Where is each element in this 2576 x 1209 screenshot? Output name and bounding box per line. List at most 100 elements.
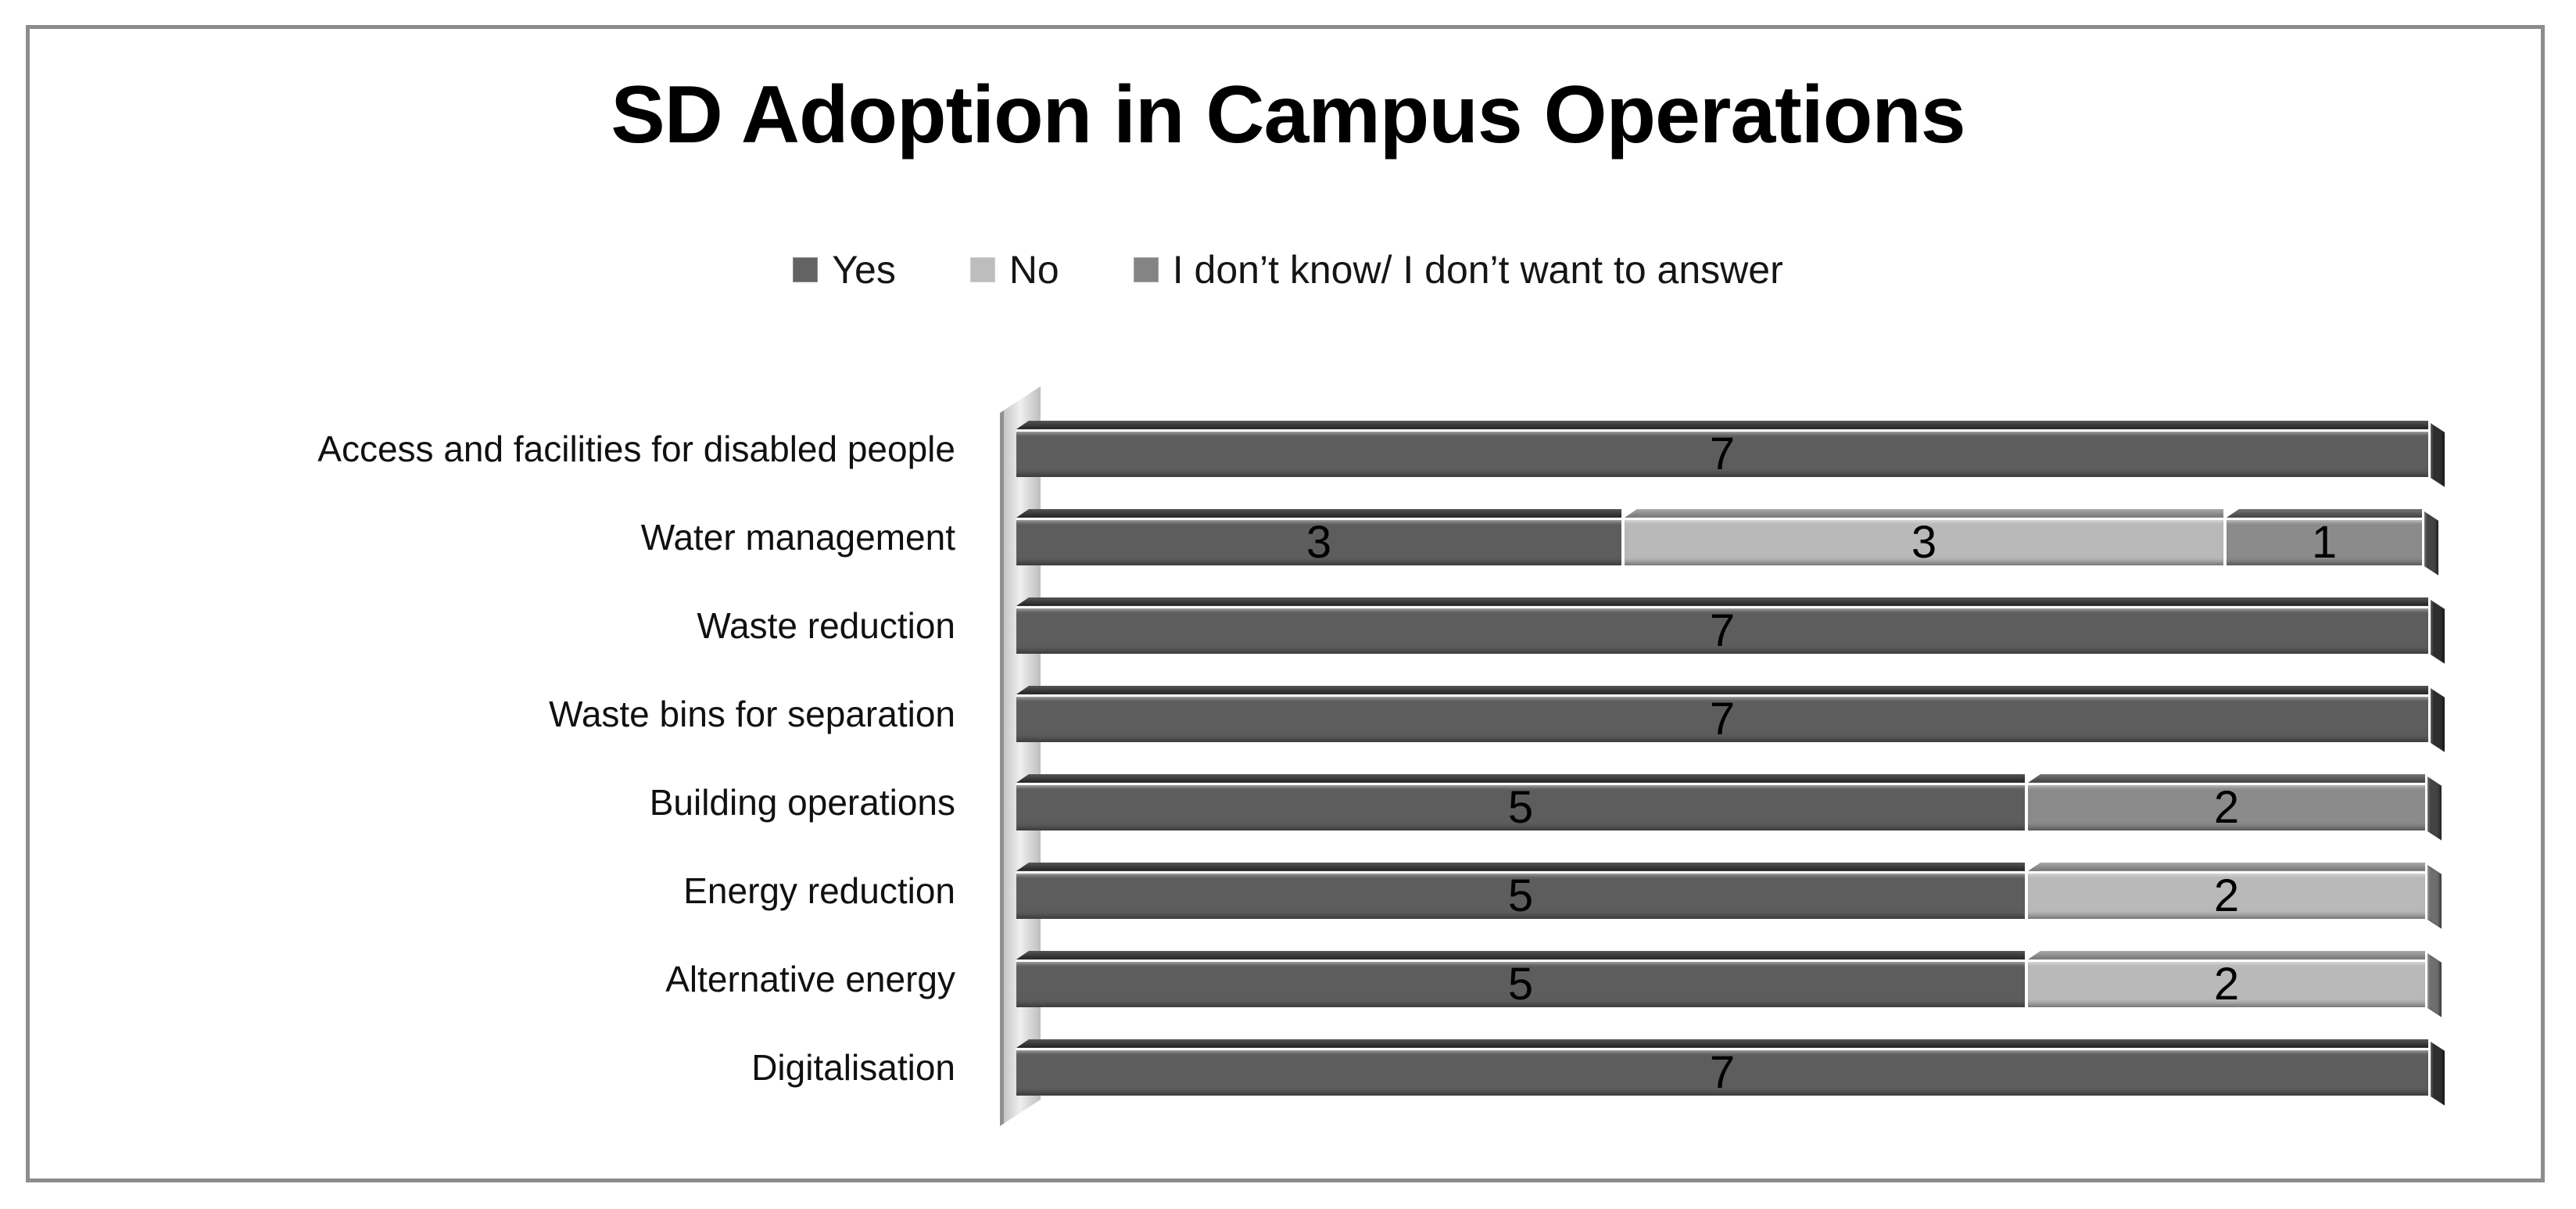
legend-label: No bbox=[1009, 248, 1059, 292]
stacked-bar: 7 bbox=[1016, 686, 2445, 752]
bar-segment-face: 2 bbox=[2028, 962, 2425, 1007]
category-label: Energy reduction bbox=[683, 870, 955, 911]
bar-segment-yes: 7 bbox=[1016, 686, 2445, 752]
bar-segment-highlight bbox=[2028, 959, 2425, 962]
bar-segment-highlight bbox=[1016, 429, 2428, 432]
bar-segment-no: 3 bbox=[1621, 509, 2223, 565]
bar-segment-highlight bbox=[1016, 605, 2428, 608]
bar-segment-idk: 2 bbox=[2025, 774, 2442, 841]
category-label: Waste reduction bbox=[697, 605, 955, 646]
bar-end-cap bbox=[2427, 865, 2442, 929]
bar-segment-face: 2 bbox=[2028, 785, 2425, 831]
bar-segment-highlight bbox=[2227, 517, 2422, 520]
bar-value-label: 2 bbox=[2213, 870, 2240, 921]
category-label: Building operations bbox=[649, 782, 955, 823]
bar-segment-face: 7 bbox=[1016, 432, 2428, 477]
bar-row: Building operations 5 2 bbox=[0, 774, 2576, 863]
legend: Yes No I don’t know/ I don’t want to answe… bbox=[0, 247, 2576, 292]
bar-value-label: 7 bbox=[1709, 1047, 1736, 1098]
bar-segment-face: 7 bbox=[1016, 697, 2428, 742]
legend-swatch-idk bbox=[1133, 257, 1159, 282]
bar-value-label: 3 bbox=[1911, 517, 1937, 568]
bar-row: Waste reduction 7 bbox=[0, 597, 2576, 686]
bar-segment-highlight bbox=[1016, 517, 1621, 520]
bar-segment-highlight bbox=[1625, 517, 2223, 520]
bar-rows: Access and facilities for disabled peopl… bbox=[0, 421, 2576, 1128]
bar-segment-highlight bbox=[1016, 959, 2025, 962]
bar-row: Alternative energy 5 2 bbox=[0, 951, 2576, 1039]
bar-segment-highlight bbox=[2028, 782, 2425, 785]
stacked-bar: 3 3 1 bbox=[1016, 509, 2438, 576]
bar-segment-highlight bbox=[1016, 694, 2428, 697]
bar-segment-top-face bbox=[1016, 421, 2428, 429]
bar-value-label: 3 bbox=[1306, 517, 1332, 568]
bar-segment-face: 5 bbox=[1016, 962, 2025, 1007]
bar-segment-face: 1 bbox=[2227, 520, 2422, 565]
bar-segment-top-face bbox=[1016, 863, 2025, 871]
bar-segment-face: 2 bbox=[2028, 874, 2425, 919]
bar-segment-no: 2 bbox=[2025, 863, 2442, 929]
bar-segment-yes: 5 bbox=[1016, 951, 2025, 1007]
bar-value-label: 2 bbox=[2213, 959, 2240, 1010]
bar-segment-yes: 3 bbox=[1016, 509, 1621, 565]
category-label: Access and facilities for disabled peopl… bbox=[317, 429, 955, 469]
bar-row: Waste bins for separation 7 bbox=[0, 686, 2576, 774]
bar-segment-top-face bbox=[1016, 509, 1621, 518]
bar-row: Digitalisation 7 bbox=[0, 1039, 2576, 1128]
bar-value-label: 7 bbox=[1709, 605, 1736, 656]
bar-segment-top-face bbox=[2227, 509, 2422, 518]
bar-end-cap bbox=[2427, 953, 2442, 1017]
bar-segment-yes: 7 bbox=[1016, 1039, 2445, 1106]
bar-segment-face: 3 bbox=[1625, 520, 2223, 565]
bar-value-label: 1 bbox=[2311, 517, 2338, 568]
legend-item-no: No bbox=[969, 247, 1059, 292]
bar-segment-face: 5 bbox=[1016, 785, 2025, 831]
bar-segment-top-face bbox=[1016, 686, 2428, 694]
bar-row: Access and facilities for disabled peopl… bbox=[0, 421, 2576, 509]
bar-value-label: 7 bbox=[1709, 429, 1736, 479]
bar-value-label: 5 bbox=[1507, 959, 1534, 1010]
legend-label: Yes bbox=[832, 248, 896, 292]
bar-row: Water management 3 3 1 bbox=[0, 509, 2576, 597]
chart-title: SD Adoption in Campus Operations bbox=[611, 70, 1965, 160]
bar-segment-no: 2 bbox=[2025, 951, 2442, 1017]
bar-segment-face: 3 bbox=[1016, 520, 1621, 565]
bar-end-cap bbox=[2431, 1042, 2445, 1106]
bar-segment-idk: 1 bbox=[2223, 509, 2438, 576]
category-label: Water management bbox=[640, 517, 955, 558]
bar-value-label: 2 bbox=[2213, 782, 2240, 833]
bar-segment-highlight bbox=[1016, 870, 2025, 874]
bar-end-cap bbox=[2431, 688, 2445, 752]
category-label: Waste bins for separation bbox=[549, 694, 955, 734]
bar-segment-yes: 7 bbox=[1016, 421, 2445, 487]
bar-segment-yes: 5 bbox=[1016, 774, 2025, 831]
bar-segment-face: 5 bbox=[1016, 874, 2025, 919]
bar-end-cap bbox=[2427, 777, 2442, 841]
bar-segment-top-face bbox=[1016, 951, 2025, 960]
bar-segment-face: 7 bbox=[1016, 608, 2428, 654]
bar-segment-face: 7 bbox=[1016, 1050, 2428, 1096]
legend-swatch-yes bbox=[793, 257, 819, 282]
stacked-bar: 7 bbox=[1016, 1039, 2445, 1106]
legend-item-idk: I don’t know/ I don’t want to answer bbox=[1133, 247, 1783, 292]
bar-value-label: 5 bbox=[1507, 870, 1534, 921]
legend-label: I don’t know/ I don’t want to answer bbox=[1172, 248, 1783, 292]
bar-segment-highlight bbox=[1016, 1047, 2428, 1050]
bar-segment-top-face bbox=[2028, 774, 2425, 783]
bar-segment-highlight bbox=[2028, 870, 2425, 874]
bar-segment-top-face bbox=[2028, 863, 2425, 871]
legend-item-yes: Yes bbox=[793, 247, 896, 292]
bar-segment-top-face bbox=[2028, 951, 2425, 960]
bar-value-label: 7 bbox=[1709, 694, 1736, 744]
bar-segment-yes: 5 bbox=[1016, 863, 2025, 919]
category-label: Digitalisation bbox=[751, 1047, 955, 1088]
stacked-bar: 7 bbox=[1016, 597, 2445, 664]
legend-swatch-no bbox=[969, 257, 995, 282]
bar-segment-top-face bbox=[1625, 509, 2223, 518]
bar-segment-top-face bbox=[1016, 597, 2428, 606]
bar-value-label: 5 bbox=[1507, 782, 1534, 833]
bar-segment-yes: 7 bbox=[1016, 597, 2445, 664]
